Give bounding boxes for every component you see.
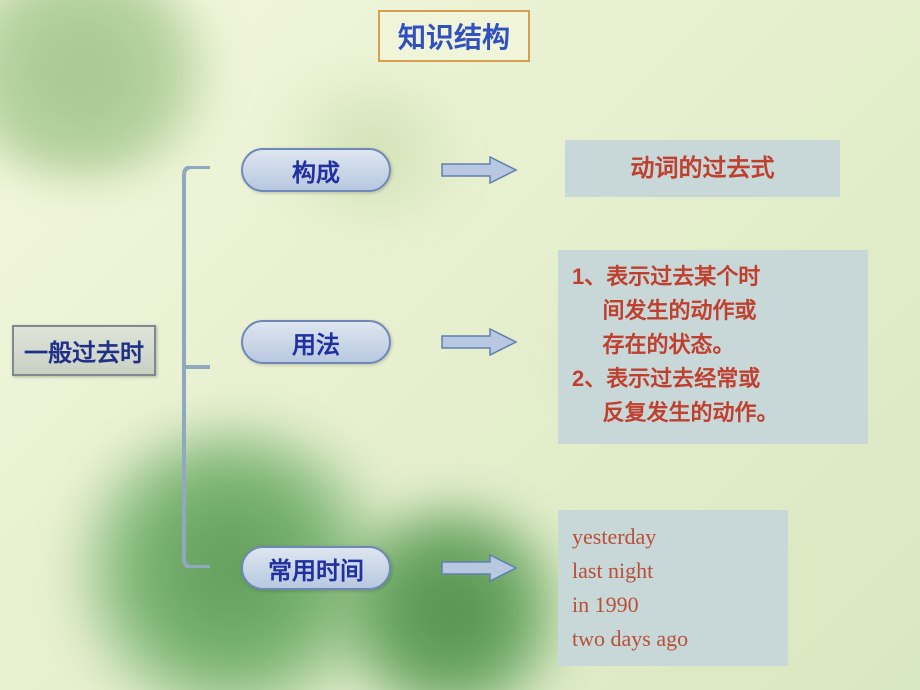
- arrow-icon: [440, 554, 518, 582]
- info-line: yesterday: [572, 520, 774, 554]
- info-line: 间发生的动作或: [572, 294, 854, 328]
- branch-pill-composition: 构成: [241, 148, 391, 192]
- branch-pill-usage: 用法: [241, 320, 391, 364]
- bg-blotch: [0, 0, 220, 180]
- title-text: 知识结构: [398, 22, 510, 53]
- info-line: 2、表示过去经常或: [572, 362, 854, 396]
- info-text: 动词的过去式: [631, 150, 775, 187]
- pill-label: 构成: [292, 153, 340, 188]
- info-line: 1、表示过去某个时: [572, 260, 854, 294]
- info-line: 存在的状态。: [572, 328, 854, 362]
- info-box-usage: 1、表示过去某个时 间发生的动作或 存在的状态。2、表示过去经常或 反复发生的动…: [558, 250, 868, 444]
- info-line: 反复发生的动作。: [572, 396, 854, 430]
- arrow-icon: [440, 156, 518, 184]
- bracket-connector: [180, 166, 210, 568]
- arrow-icon: [440, 328, 518, 356]
- pill-label: 用法: [292, 325, 340, 360]
- info-line: last night: [572, 554, 774, 588]
- info-line: in 1990: [572, 588, 774, 622]
- pill-label: 常用时间: [268, 551, 364, 586]
- root-label: 一般过去时: [24, 340, 144, 367]
- title-box: 知识结构: [378, 10, 530, 62]
- branch-pill-time: 常用时间: [241, 546, 391, 590]
- info-box-composition: 动词的过去式: [565, 140, 840, 197]
- info-box-time: yesterdaylast nightin 1990two days ago: [558, 510, 788, 666]
- info-line: two days ago: [572, 622, 774, 656]
- root-node: 一般过去时: [12, 325, 156, 376]
